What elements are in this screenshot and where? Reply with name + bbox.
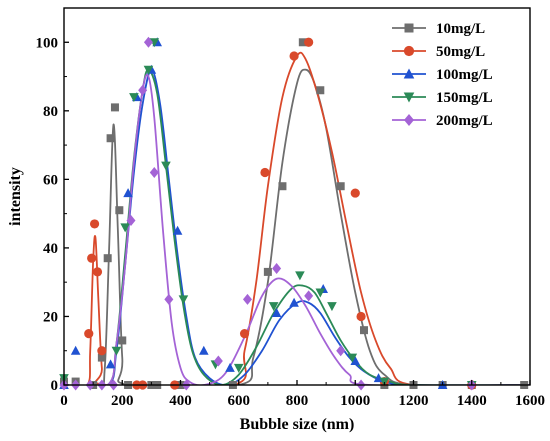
data-point-100mg-l bbox=[289, 297, 299, 307]
x-tick-label: 800 bbox=[286, 393, 309, 409]
data-point-200mg-l bbox=[126, 214, 136, 226]
x-tick-label: 1200 bbox=[399, 393, 429, 409]
data-point-50mg-l bbox=[87, 253, 97, 263]
data-point-200mg-l bbox=[242, 293, 252, 305]
legend-label-100mg-l: 100mg/L bbox=[436, 67, 493, 83]
x-tick-label: 400 bbox=[169, 393, 192, 409]
data-point-200mg-l bbox=[143, 36, 153, 48]
data-point-150mg-l bbox=[295, 271, 305, 281]
legend-label-50mg-l: 50mg/L bbox=[436, 44, 485, 60]
data-point-150mg-l bbox=[161, 161, 171, 171]
data-point-200mg-l bbox=[138, 84, 148, 96]
data-point-100mg-l bbox=[123, 188, 133, 198]
data-point-10mg-l bbox=[359, 326, 368, 335]
data-point-10mg-l bbox=[316, 86, 325, 95]
data-point-50mg-l bbox=[289, 51, 299, 61]
x-tick-label: 600 bbox=[228, 393, 251, 409]
data-point-10mg-l bbox=[110, 103, 119, 112]
y-tick-label: 40 bbox=[43, 241, 58, 257]
data-point-50mg-l bbox=[260, 167, 270, 178]
data-point-100mg-l bbox=[172, 225, 183, 235]
data-point-150mg-l bbox=[143, 65, 154, 75]
data-point-50mg-l bbox=[89, 219, 100, 229]
data-point-10mg-l bbox=[115, 206, 124, 215]
data-point-50mg-l bbox=[356, 311, 366, 322]
data-point-100mg-l bbox=[225, 362, 235, 372]
data-point-200mg-l bbox=[213, 355, 223, 367]
x-tick-label: 1600 bbox=[515, 393, 545, 409]
fit-curve-50mg-l bbox=[64, 51, 530, 385]
data-point-150mg-l bbox=[268, 302, 279, 312]
data-point-10mg-l bbox=[336, 182, 345, 191]
data-point-50mg-l bbox=[84, 328, 94, 339]
data-point-10mg-l bbox=[118, 336, 127, 345]
data-point-100mg-l bbox=[70, 345, 81, 355]
x-tick-label: 1000 bbox=[340, 393, 370, 409]
x-tick-label: 1400 bbox=[457, 393, 487, 409]
data-point-50mg-l bbox=[350, 188, 360, 198]
data-point-100mg-l bbox=[105, 359, 116, 369]
legend-marker-150mg-l bbox=[403, 92, 415, 103]
data-point-10mg-l bbox=[263, 267, 272, 276]
y-tick-label: 60 bbox=[43, 172, 58, 188]
legend-label-10mg-l: 10mg/L bbox=[436, 21, 485, 37]
legend-marker-200mg-l bbox=[404, 114, 414, 126]
data-point-50mg-l bbox=[92, 267, 103, 277]
legend: 10mg/L 50mg/L 100mg/L 150mg/L 200mg/L bbox=[392, 21, 493, 129]
y-axis-title: intensity bbox=[7, 167, 24, 226]
y-tick-label: 80 bbox=[43, 104, 58, 120]
data-point-100mg-l bbox=[350, 356, 361, 366]
data-point-10mg-l bbox=[278, 182, 287, 191]
y-tick-label: 100 bbox=[36, 35, 59, 51]
data-point-50mg-l bbox=[239, 328, 250, 339]
fit-curve-100mg-l bbox=[64, 68, 530, 385]
axes: 0 200 400 600 800 1000 1200 1400 1600 0 20 40 60 80 10… bbox=[7, 7, 545, 433]
data-point-150mg-l bbox=[315, 288, 326, 298]
data-point-150mg-l bbox=[327, 302, 337, 312]
x-tick-label: 0 bbox=[60, 393, 68, 409]
data-point-200mg-l bbox=[149, 167, 159, 179]
data-point-200mg-l bbox=[336, 345, 346, 357]
data-point-10mg-l bbox=[298, 38, 307, 47]
data-point-200mg-l bbox=[272, 262, 282, 274]
data-point-100mg-l bbox=[271, 308, 282, 318]
legend-label-150mg-l: 150mg/L bbox=[436, 90, 493, 106]
fit-curve-200mg-l bbox=[64, 73, 530, 385]
data-point-10mg-l bbox=[103, 254, 112, 263]
x-axis-title: Bubble size (nm) bbox=[240, 416, 355, 433]
data-point-50mg-l bbox=[304, 37, 314, 47]
data-point-200mg-l bbox=[164, 293, 174, 305]
data-point-50mg-l bbox=[97, 346, 107, 356]
plot-frame bbox=[63, 7, 531, 386]
data-point-150mg-l bbox=[178, 295, 189, 305]
data-point-150mg-l bbox=[120, 223, 130, 233]
legend-label-200mg-l: 200mg/L bbox=[436, 113, 493, 129]
y-tick-label: 0 bbox=[51, 378, 59, 394]
fit-curve-10mg-l bbox=[64, 68, 530, 385]
data-point-100mg-l bbox=[199, 345, 209, 355]
x-tick-label: 200 bbox=[111, 393, 134, 409]
legend-marker-50mg-l bbox=[403, 45, 415, 57]
data-point-150mg-l bbox=[233, 363, 244, 373]
legend-marker-100mg-l bbox=[403, 68, 415, 79]
data-point-150mg-l bbox=[111, 346, 122, 356]
data-point-150mg-l bbox=[149, 38, 160, 48]
data-point-150mg-l bbox=[347, 353, 358, 363]
data-point-150mg-l bbox=[129, 93, 139, 103]
data-point-200mg-l bbox=[304, 290, 314, 302]
data-point-10mg-l bbox=[97, 353, 106, 362]
legend-marker-10mg-l bbox=[404, 23, 414, 33]
data-point-10mg-l bbox=[106, 134, 115, 143]
y-tick-label: 20 bbox=[43, 309, 58, 325]
